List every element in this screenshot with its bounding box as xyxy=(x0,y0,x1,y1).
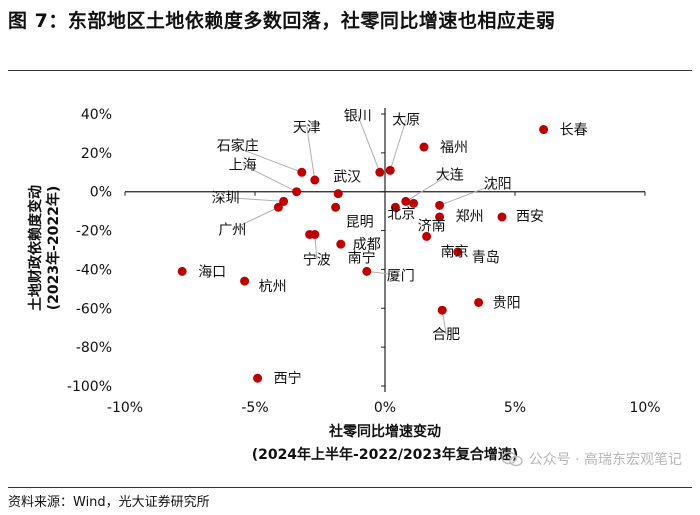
city-label: 合肥 xyxy=(432,327,460,343)
city-point xyxy=(419,142,429,152)
city-point xyxy=(273,202,283,212)
city-label: 广州 xyxy=(218,222,246,238)
watermark: 公众号 · 高瑞东宏观笔记 xyxy=(500,449,682,469)
leader-line xyxy=(389,119,407,171)
y-tick-label: 0% xyxy=(90,185,112,201)
leader-lines-layer xyxy=(225,115,498,335)
figure-title: 图 7：东部地区土地依赖度多数回落，社零同比增速也相应走弱 xyxy=(8,10,556,32)
city-point xyxy=(292,187,302,197)
city-label: 武汉 xyxy=(333,170,361,186)
y-tick-label: -100% xyxy=(67,379,112,395)
x-tick-label: 10% xyxy=(629,400,660,416)
city-label: 太原 xyxy=(392,112,420,128)
city-label: 昆明 xyxy=(346,214,374,230)
bottom-rule xyxy=(8,487,692,488)
top-rule xyxy=(8,70,692,71)
leader-line xyxy=(230,144,302,173)
x-tick-label: -5% xyxy=(241,400,268,416)
city-label: 南宁 xyxy=(348,249,376,266)
city-point xyxy=(310,175,320,185)
points-layer xyxy=(177,125,549,383)
city-point xyxy=(240,276,250,286)
city-label: 福州 xyxy=(440,140,468,156)
city-label: 厦门 xyxy=(387,268,415,284)
leader-line xyxy=(232,206,279,230)
y-tick-label: 20% xyxy=(81,146,112,162)
city-label: 贵阳 xyxy=(493,295,521,311)
x-tick-label: -10% xyxy=(107,400,143,416)
city-label: 石家庄 xyxy=(217,137,259,154)
city-point xyxy=(474,297,484,307)
leader-line xyxy=(225,196,284,202)
watermark-text: 公众号 · 高瑞东宏观笔记 xyxy=(528,452,682,468)
city-label: 杭州 xyxy=(259,279,287,295)
city-label: 郑州 xyxy=(456,209,484,225)
city-point xyxy=(253,373,263,383)
city-point xyxy=(497,212,507,222)
city-point xyxy=(385,165,395,175)
city-label: 济南 xyxy=(418,218,446,234)
city-point xyxy=(297,167,307,177)
axes-layer: -10% -5% 0% 5% 10% 40% 20% 0% -20% -40% -60% -80% -1… xyxy=(67,107,661,416)
leader-line xyxy=(405,174,451,202)
y-tick-label: 40% xyxy=(81,107,112,123)
city-label: 长春 xyxy=(560,123,588,139)
leader-line xyxy=(357,115,381,173)
city-point xyxy=(331,202,341,212)
city-point xyxy=(422,231,432,241)
city-label: 西安 xyxy=(516,209,544,225)
city-point xyxy=(390,202,400,212)
city-point xyxy=(177,266,187,276)
y-tick-label: -20% xyxy=(76,224,112,240)
city-label: 成都 xyxy=(353,237,381,253)
city-label: 北京 xyxy=(387,206,415,222)
city-label: 天津 xyxy=(293,120,321,136)
city-point xyxy=(279,196,289,206)
x-axis-title: 社零同比增速变动 xyxy=(328,423,441,440)
source-note: 资料来源：Wind，光大证券研究所 xyxy=(8,495,210,510)
leader-line xyxy=(439,182,498,206)
city-point xyxy=(310,229,320,239)
city-point xyxy=(437,305,447,315)
x-axis-subtitle: (2024年上半年-2022/2023年复合增速) xyxy=(252,446,519,463)
x-tick-label: 0% xyxy=(374,400,396,416)
y-tick-label: -80% xyxy=(76,340,112,356)
y-axis-subtitle: (2023年-2022年) xyxy=(45,186,62,311)
city-label: 深圳 xyxy=(212,190,240,206)
city-point xyxy=(453,247,463,257)
city-label: 西宁 xyxy=(274,370,302,387)
city-label: 宁波 xyxy=(303,251,331,268)
city-label: 大连 xyxy=(436,167,464,183)
leader-line xyxy=(242,164,297,193)
city-point xyxy=(375,167,385,177)
city-label: 银川 xyxy=(344,108,372,124)
leader-line xyxy=(306,126,316,181)
city-label: 上海 xyxy=(229,158,257,174)
city-point xyxy=(409,198,419,208)
city-label: 青岛 xyxy=(472,250,500,266)
x-tick-label: 5% xyxy=(504,400,526,416)
city-point xyxy=(539,125,549,135)
y-tick-label: -60% xyxy=(76,301,112,317)
city-label: 南京 xyxy=(441,244,469,260)
city-point xyxy=(401,196,411,206)
city-point xyxy=(336,239,346,249)
city-point xyxy=(333,189,343,199)
y-axis-title: 土地财政依赖度变动 xyxy=(27,185,44,311)
city-point xyxy=(435,200,445,210)
leader-line xyxy=(366,270,401,276)
city-label: 沈阳 xyxy=(484,176,512,192)
city-label: 海口 xyxy=(198,264,226,280)
y-tick-label: -40% xyxy=(76,262,112,278)
city-point xyxy=(362,266,372,276)
city-point xyxy=(435,212,445,222)
wechat-icon xyxy=(500,451,523,467)
